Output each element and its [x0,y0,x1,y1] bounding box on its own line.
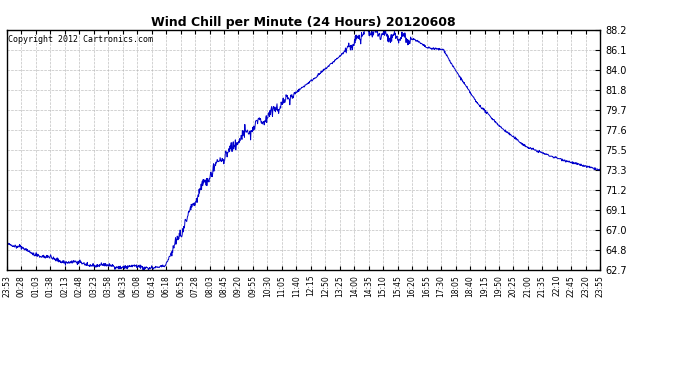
Title: Wind Chill per Minute (24 Hours) 20120608: Wind Chill per Minute (24 Hours) 2012060… [151,16,456,29]
Text: Copyright 2012 Cartronics.com: Copyright 2012 Cartronics.com [8,35,153,44]
